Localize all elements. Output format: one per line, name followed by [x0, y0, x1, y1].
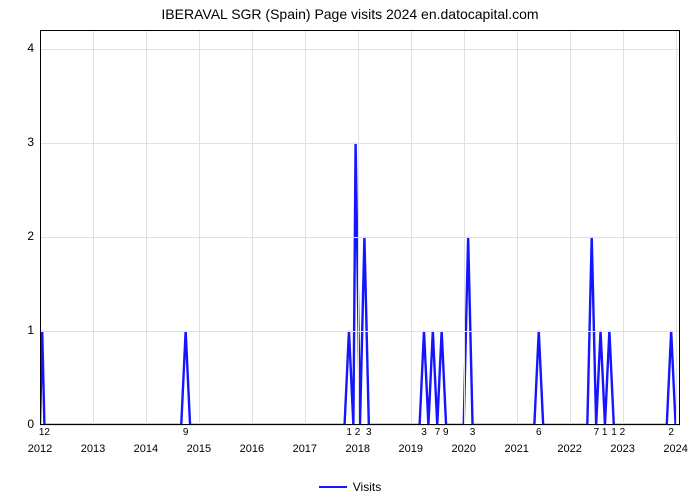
- x-year-label: 2015: [187, 443, 211, 455]
- gridline-vertical: [676, 30, 677, 425]
- legend: Visits: [0, 480, 700, 494]
- gridline-horizontal: [40, 49, 680, 50]
- x-year-label: 2020: [451, 443, 475, 455]
- x-year-label: 2013: [81, 443, 105, 455]
- y-tick-label: 2: [14, 229, 34, 243]
- axis-border: [40, 30, 680, 31]
- gridline-vertical: [146, 30, 147, 425]
- gridline-vertical: [358, 30, 359, 425]
- y-tick-label: 3: [14, 135, 34, 149]
- gridline-vertical: [305, 30, 306, 425]
- x-value-label: 7 1: [594, 427, 608, 438]
- y-tick-label: 0: [14, 417, 34, 431]
- gridline-vertical: [570, 30, 571, 425]
- chart-title: IBERAVAL SGR (Spain) Page visits 2024 en…: [0, 6, 700, 22]
- x-value-label: 1 2: [346, 427, 360, 438]
- y-tick-label: 1: [14, 323, 34, 337]
- gridline-vertical: [93, 30, 94, 425]
- axis-border: [40, 30, 41, 425]
- gridline-horizontal: [40, 143, 680, 144]
- gridline-horizontal: [40, 237, 680, 238]
- axis-border: [679, 30, 680, 425]
- legend-swatch: [319, 486, 347, 488]
- gridline-vertical: [623, 30, 624, 425]
- x-value-label: 7 9: [435, 427, 449, 438]
- x-year-label: 2016: [240, 443, 264, 455]
- gridline-horizontal: [40, 331, 680, 332]
- x-value-label: 3: [366, 427, 372, 438]
- x-value-label: 9: [183, 427, 189, 438]
- chart-container: IBERAVAL SGR (Spain) Page visits 2024 en…: [0, 0, 700, 500]
- x-value-label: 2: [668, 427, 674, 438]
- gridline-vertical: [252, 30, 253, 425]
- series-line: [40, 30, 680, 425]
- gridline-vertical: [464, 30, 465, 425]
- gridline-horizontal: [40, 425, 680, 426]
- x-year-label: 2019: [399, 443, 423, 455]
- legend-label: Visits: [353, 480, 381, 494]
- axis-border: [40, 424, 680, 425]
- x-value-label: 1 2: [611, 427, 625, 438]
- x-value-label: 3: [421, 427, 427, 438]
- x-value-label: 3: [470, 427, 476, 438]
- gridline-vertical: [411, 30, 412, 425]
- gridline-vertical: [199, 30, 200, 425]
- x-year-label: 2023: [610, 443, 634, 455]
- y-tick-label: 4: [14, 41, 34, 55]
- x-year-label: 2022: [557, 443, 581, 455]
- x-year-label: 2017: [293, 443, 317, 455]
- x-value-label: 6: [536, 427, 542, 438]
- x-year-label: 2024: [663, 443, 687, 455]
- x-value-label: 12: [39, 427, 50, 438]
- x-year-label: 2021: [504, 443, 528, 455]
- x-year-label: 2012: [28, 443, 52, 455]
- x-year-label: 2018: [346, 443, 370, 455]
- x-year-label: 2014: [134, 443, 158, 455]
- plot-area: [40, 30, 680, 425]
- gridline-vertical: [517, 30, 518, 425]
